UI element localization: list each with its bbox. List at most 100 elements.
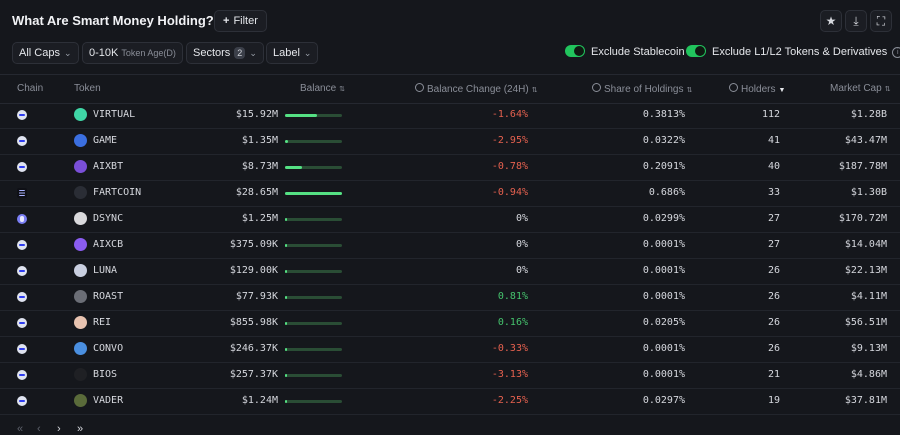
market-cap-value: $4.86M — [850, 369, 887, 380]
market-cap-value: $187.78M — [838, 161, 887, 172]
market-cap-value: $43.47M — [844, 135, 887, 146]
share-value: 0.0322% — [642, 135, 685, 146]
market-cap-value: $56.51M — [844, 317, 887, 328]
balance-bar — [285, 374, 342, 377]
exclude-l1l2-toggle[interactable]: Exclude L1/L2 Tokens & Derivatives i — [686, 45, 900, 59]
star-icon: ★ — [825, 14, 837, 28]
info-icon — [729, 83, 738, 92]
download-icon: ⤓ — [853, 14, 859, 28]
token-symbol[interactable]: FARTCOIN — [93, 187, 142, 198]
column-share-label: Share of Holdings — [604, 84, 684, 95]
column-holders[interactable]: Holders ▼ — [729, 83, 785, 95]
table-row[interactable]: ROAST $77.93K 0.81% 0.0001% 26 $4.11M — [0, 284, 900, 311]
table-row[interactable]: AIXBT $8.73M -0.78% 0.2091% 40 $187.78M — [0, 154, 900, 181]
column-balance-change[interactable]: Balance Change (24H) ⇅ — [415, 83, 538, 95]
sectors-dropdown[interactable]: Sectors 2 ⌄ — [186, 42, 264, 64]
balance-bar-fill — [285, 114, 317, 117]
token-symbol[interactable]: DSYNC — [93, 213, 124, 224]
token-symbol[interactable]: CONVO — [93, 343, 124, 354]
balance-bar-fill — [285, 192, 342, 195]
column-chain: Chain — [17, 83, 44, 94]
table-row[interactable]: LUNA $129.00K 0% 0.0001% 26 $22.13M — [0, 258, 900, 285]
token-logo-icon — [74, 134, 87, 147]
balance-bar-fill — [285, 322, 287, 325]
info-icon — [592, 83, 601, 92]
prev-page-icon[interactable]: ‹ — [37, 423, 41, 435]
balance-bar — [285, 218, 342, 221]
toggle-switch[interactable] — [565, 45, 585, 57]
holders-value: 21 — [767, 369, 780, 380]
token-symbol[interactable]: AIXCB — [93, 239, 124, 250]
sectors-label: Sectors — [193, 47, 231, 59]
next-page-icon[interactable]: › — [57, 423, 61, 435]
balance-change-value: -1.64% — [491, 109, 528, 120]
sort-icon: ⇅ — [686, 87, 693, 94]
market-cap-value: $22.13M — [844, 265, 887, 276]
caps-dropdown[interactable]: All Caps ⌄ — [12, 42, 79, 64]
table-row[interactable]: VADER $1.24M -2.25% 0.0297% 19 $37.81M — [0, 388, 900, 415]
plus-icon: + — [223, 15, 230, 27]
column-share[interactable]: Share of Holdings ⇅ — [592, 83, 692, 95]
token-symbol[interactable]: VIRTUAL — [93, 109, 136, 120]
balance-bar — [285, 296, 342, 299]
token-logo-icon — [74, 264, 87, 277]
first-page-icon[interactable]: « — [17, 423, 24, 435]
table-row[interactable]: DSYNC $1.25M 0% 0.0299% 27 $170.72M — [0, 206, 900, 233]
balance-change-value: -0.33% — [491, 343, 528, 354]
chain-base-icon — [17, 266, 27, 276]
share-value: 0.0001% — [642, 369, 685, 380]
table-row[interactable]: VIRTUAL $15.92M -1.64% 0.3813% 112 $1.28B — [0, 102, 900, 129]
balance-value: $129.00K — [229, 265, 278, 276]
last-page-icon[interactable]: » — [77, 423, 84, 435]
table-row[interactable]: FARTCOIN $28.65M -0.94% 0.686% 33 $1.30B — [0, 180, 900, 207]
balance-value: $15.92M — [235, 109, 278, 120]
chain-base-icon — [17, 240, 27, 250]
token-symbol[interactable]: AIXBT — [93, 161, 124, 172]
holders-value: 26 — [767, 343, 780, 354]
token-symbol[interactable]: LUNA — [93, 265, 118, 276]
share-value: 0.686% — [648, 187, 685, 198]
balance-bar-fill — [285, 166, 303, 169]
market-cap-value: $9.13M — [850, 343, 887, 354]
download-button[interactable]: ⤓ — [845, 10, 867, 32]
sectors-count-badge: 2 — [234, 47, 246, 59]
balance-change-value: -3.13% — [491, 369, 528, 380]
token-logo-icon — [74, 160, 87, 173]
chevron-down-icon: ⌄ — [303, 48, 312, 58]
share-value: 0.0001% — [642, 343, 685, 354]
column-balance[interactable]: Balance ⇅ — [300, 83, 345, 94]
fullscreen-button[interactable]: ⛶ — [870, 10, 892, 32]
token-logo-icon — [74, 212, 87, 225]
toggle-switch[interactable] — [686, 45, 706, 57]
balance-change-value: -2.95% — [491, 135, 528, 146]
info-icon[interactable]: i — [892, 47, 900, 58]
token-symbol[interactable]: ROAST — [93, 291, 124, 302]
star-button[interactable]: ★ — [820, 10, 842, 32]
token-symbol[interactable]: GAME — [93, 135, 118, 146]
table-row[interactable]: CONVO $246.37K -0.33% 0.0001% 26 $9.13M — [0, 336, 900, 363]
exclude-stablecoin-toggle[interactable]: Exclude Stablecoin — [565, 45, 685, 59]
token-symbol[interactable]: VADER — [93, 395, 124, 406]
table-row[interactable]: REI $855.98K 0.16% 0.0205% 26 $56.51M — [0, 310, 900, 337]
balance-change-value: 0.16% — [497, 317, 528, 328]
filter-button[interactable]: + Filter — [214, 10, 267, 32]
balance-bar — [285, 270, 342, 273]
chevron-down-icon: ⌄ — [249, 48, 257, 58]
table-row[interactable]: GAME $1.35M -2.95% 0.0322% 41 $43.47M — [0, 128, 900, 155]
balance-bar-fill — [285, 140, 288, 143]
share-value: 0.0001% — [642, 265, 685, 276]
column-market-cap[interactable]: Market Cap ⇅ — [830, 83, 891, 94]
token-symbol[interactable]: BIOS — [93, 369, 118, 380]
table-row[interactable]: AIXCB $375.09K 0% 0.0001% 27 $14.04M — [0, 232, 900, 259]
holders-value: 33 — [767, 187, 780, 198]
holders-value: 40 — [767, 161, 780, 172]
share-value: 0.0299% — [642, 213, 685, 224]
token-symbol[interactable]: REI — [93, 317, 112, 328]
label-dropdown[interactable]: Label ⌄ — [266, 42, 319, 64]
table-row[interactable]: BIOS $257.37K -3.13% 0.0001% 21 $4.86M — [0, 362, 900, 389]
balance-value: $28.65M — [235, 187, 278, 198]
filter-button-label: Filter — [233, 15, 258, 27]
token-logo-icon — [74, 108, 87, 121]
token-age-filter[interactable]: 0-10K Token Age(D) — [82, 42, 183, 64]
balance-bar — [285, 166, 342, 169]
